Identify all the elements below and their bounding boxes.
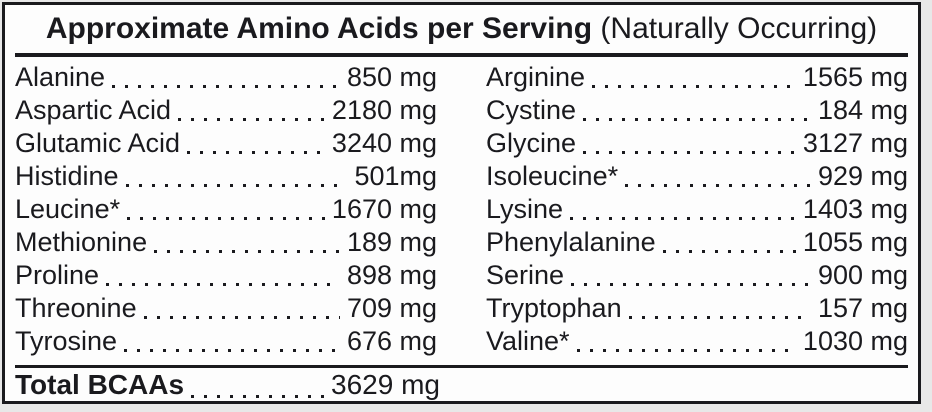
dot-leader — [592, 85, 796, 88]
dot-leader — [583, 118, 811, 121]
amino-row: Tryptophan 157 mg — [486, 293, 908, 326]
dot-leader — [143, 316, 340, 319]
amino-name: Glutamic Acid — [15, 128, 181, 158]
amino-name: Tryptophan — [486, 293, 622, 323]
amino-value: 1565 mg — [802, 62, 908, 92]
amino-name: Aspartic Acid — [15, 95, 172, 125]
dot-leader — [576, 349, 796, 352]
label-box: Approximate Amino Acids per Serving (Nat… — [2, 2, 921, 404]
dot-leader — [125, 184, 348, 187]
amino-name: Phenylalanine — [486, 227, 656, 257]
amino-name: Alanine — [15, 62, 106, 92]
amino-value: 1403 mg — [802, 194, 908, 224]
amino-row: Serine 900 mg — [486, 260, 908, 293]
title-qualifier: (Naturally Occurring) — [592, 12, 878, 45]
dot-leader — [625, 184, 811, 187]
amino-row: Isoleucine* 929 mg — [486, 161, 908, 194]
dot-leader — [106, 283, 340, 286]
dot-leader — [187, 151, 325, 154]
amino-row: Cystine 184 mg — [486, 95, 908, 128]
dot-leader — [154, 250, 340, 253]
amino-row: Tyrosine 676 mg — [15, 326, 437, 359]
amino-row: Leucine* 1670 mg — [15, 194, 437, 227]
dot-leader — [178, 118, 325, 121]
amino-row: Valine* 1030 mg — [486, 326, 908, 359]
total-divider — [15, 365, 908, 368]
amino-value: 184 mg — [817, 95, 908, 125]
amino-value: 189 mg — [346, 227, 437, 257]
amino-name: Leucine* — [15, 194, 121, 224]
dot-leader — [628, 316, 811, 319]
amino-value: 1055 mg — [802, 227, 908, 257]
amino-value: 850 mg — [346, 62, 437, 92]
dot-leader — [662, 250, 796, 253]
amino-row: Phenylalanine 1055 mg — [486, 227, 908, 260]
amino-name: Methionine — [15, 227, 148, 257]
amino-row: Methionine 189 mg — [15, 227, 437, 260]
amino-value: 898 mg — [346, 260, 437, 290]
amino-name: Tyrosine — [15, 326, 118, 356]
dot-leader — [570, 217, 796, 220]
amino-row: Glutamic Acid 3240 mg — [15, 128, 437, 161]
amino-value: 3240 mg — [331, 128, 437, 158]
amino-row: Aspartic Acid 2180 mg — [15, 95, 437, 128]
total-bcaas-row: Total BCAAs 3629 mg — [15, 369, 440, 405]
dot-leader — [583, 151, 796, 154]
amino-value: 2180 mg — [331, 95, 437, 125]
amino-row: Alanine 850 mg — [15, 62, 437, 95]
total-bcaas-value: 3629 mg — [331, 369, 440, 400]
amino-name: Threonine — [15, 293, 137, 323]
title-divider — [15, 53, 908, 57]
amino-value: 709 mg — [346, 293, 437, 323]
amino-name: Serine — [486, 260, 565, 290]
amino-name: Valine* — [486, 326, 570, 356]
amino-name: Glycine — [486, 128, 577, 158]
title-main: Approximate Amino Acids per Serving — [45, 12, 593, 45]
amino-value: 501mg — [354, 161, 437, 191]
amino-value: 3127 mg — [802, 128, 908, 158]
amino-value: 1670 mg — [331, 194, 437, 224]
dot-leader — [127, 217, 325, 220]
amino-column-right: Arginine 1565 mg Cystine 184 mg Glycine 3127 … — [486, 62, 908, 359]
amino-name: Cystine — [486, 95, 577, 125]
amino-row: Arginine 1565 mg — [486, 62, 908, 95]
amino-row: Glycine 3127 mg — [486, 128, 908, 161]
amino-value: 929 mg — [817, 161, 908, 191]
amino-value: 1030 mg — [802, 326, 908, 356]
amino-row: Threonine 709 mg — [15, 293, 437, 326]
amino-value: 676 mg — [346, 326, 437, 356]
amino-name: Arginine — [486, 62, 586, 92]
amino-column-left: Alanine 850 mg Aspartic Acid 2180 mg Glutami… — [15, 62, 437, 359]
dot-leader — [571, 283, 811, 286]
amino-name: Histidine — [15, 161, 119, 191]
amino-row: Proline 898 mg — [15, 260, 437, 293]
label-title: Approximate Amino Acids per Serving (Nat… — [5, 5, 918, 49]
dot-leader — [112, 85, 340, 88]
amino-columns: Alanine 850 mg Aspartic Acid 2180 mg Glutami… — [5, 57, 918, 359]
amino-value: 900 mg — [817, 260, 908, 290]
dot-leader — [124, 349, 340, 352]
amino-value: 157 mg — [817, 293, 908, 323]
amino-name: Proline — [15, 260, 100, 290]
amino-name: Isoleucine* — [486, 161, 619, 191]
amino-row: Histidine 501mg — [15, 161, 437, 194]
total-bcaas-label: Total BCAAs — [15, 369, 185, 400]
dot-leader — [191, 395, 325, 398]
amino-name: Lysine — [486, 194, 564, 224]
amino-row: Lysine 1403 mg — [486, 194, 908, 227]
